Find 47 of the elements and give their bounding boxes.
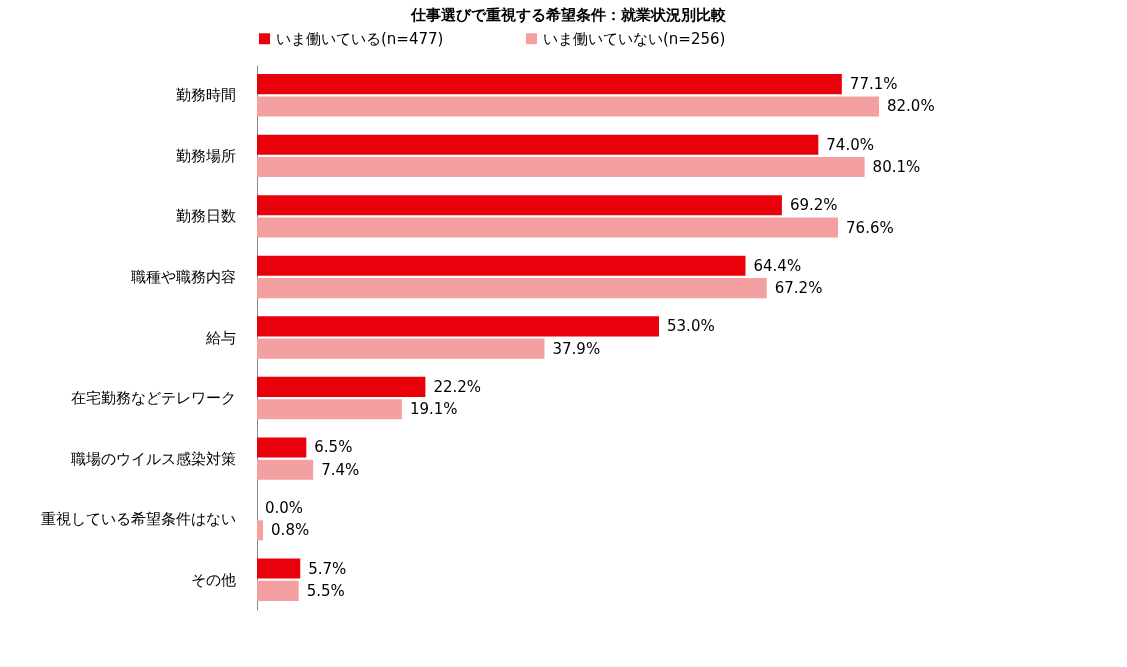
y-tick-label: 勤務時間: [175, 86, 236, 105]
bar: [257, 459, 314, 480]
data-label: 82.0%: [887, 97, 935, 116]
bar: [257, 74, 842, 95]
bar: [257, 134, 819, 155]
y-tick-label: 職場のウイルス感染対策: [70, 449, 236, 468]
data-label: 5.5%: [306, 581, 345, 600]
data-label: 0.0%: [265, 499, 304, 518]
data-label: 53.0%: [667, 317, 715, 336]
data-label: 6.5%: [314, 438, 353, 457]
y-tick-label: その他: [190, 570, 236, 589]
data-label: 69.2%: [789, 196, 838, 215]
bar: [257, 195, 782, 216]
data-label: 7.4%: [321, 460, 360, 479]
data-label: 37.9%: [552, 339, 601, 358]
data-label: 0.8%: [271, 521, 310, 540]
bar: [257, 376, 426, 397]
bar: [257, 255, 746, 276]
y-tick-label: 在宅勤務などテレワーク: [70, 389, 236, 408]
bar: [257, 156, 865, 178]
bar: [257, 217, 839, 238]
data-label: 77.1%: [849, 75, 898, 94]
y-tick-label: 職種や職務内容: [130, 267, 236, 286]
y-tick-label: 勤務場所: [175, 146, 236, 165]
bar: [257, 338, 545, 359]
y-tick-label: 重視している希望条件はない: [40, 510, 236, 529]
bar: [257, 520, 264, 541]
data-label: 64.4%: [753, 256, 802, 275]
bar: [257, 558, 301, 579]
bar: [257, 399, 402, 420]
data-label: 80.1%: [872, 157, 921, 176]
legend-label: いま働いていない(n=256): [543, 29, 726, 48]
bar: [257, 437, 307, 458]
bar: [257, 316, 660, 337]
bar: [257, 580, 299, 601]
bar: [257, 96, 879, 117]
bar: [257, 278, 767, 299]
chart-title: 仕事選びで重視する希望条件：就業状況別比較: [409, 6, 727, 24]
data-label: 74.0%: [826, 135, 874, 154]
y-tick-label: 給与: [204, 328, 236, 347]
data-label: 22.2%: [433, 377, 482, 396]
data-label: 76.6%: [846, 218, 894, 237]
legend-label: いま働いている(n=477): [276, 29, 444, 48]
y-tick-label: 勤務日数: [175, 207, 236, 226]
data-label: 67.2%: [774, 279, 823, 298]
data-label: 5.7%: [308, 559, 347, 578]
data-label: 19.1%: [409, 400, 458, 419]
